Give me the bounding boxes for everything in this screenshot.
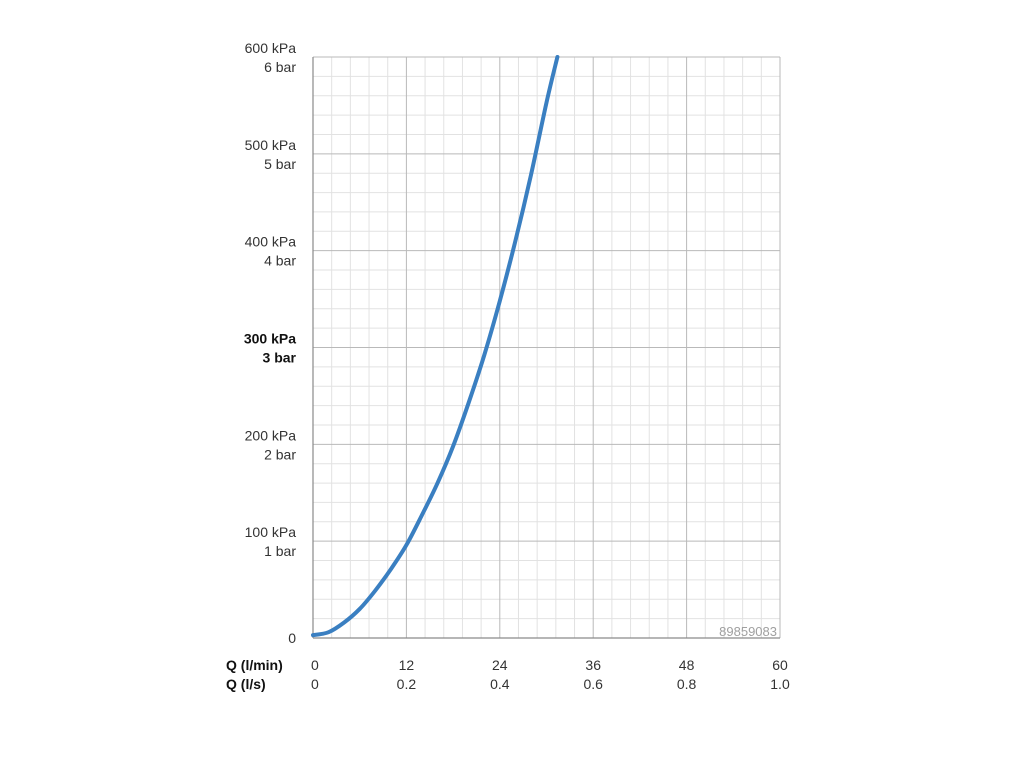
x-tick-label-lmin: 0 [311,657,319,673]
x-tick-label-ls: 0.4 [490,676,510,692]
y-tick-label-bar: 2 bar [264,446,296,462]
image-id-watermark: 89859083 [719,624,777,639]
axes [312,57,780,639]
x-tick-label-lmin: 24 [492,657,508,673]
y-tick-label-bar: 4 bar [264,253,296,269]
y-tick-label-kpa: 100 kPa [245,524,297,540]
x-axis-title-lmin: Q (l/min) [226,657,283,673]
x-tick-label-lmin: 36 [585,657,601,673]
x-axis-labels: 0 0 12 0.2 24 0.4 36 0.6 48 0.8 60 1.0 [311,657,790,692]
x-axis-title-ls: Q (l/s) [226,676,266,692]
series-curve-group [311,55,560,638]
y-tick-label-kpa: 600 kPa [245,40,297,56]
y-tick-label-kpa: 500 kPa [245,137,297,153]
y-tick-label-bar: 3 bar [263,350,297,366]
y-tick-label-kpa: 0 [288,630,296,646]
y-tick-label-bar: 6 bar [264,59,296,75]
x-tick-label-lmin: 12 [399,657,415,673]
x-tick-label-ls: 0.8 [677,676,697,692]
y-tick-label-bar: 5 bar [264,156,296,172]
x-tick-label-ls: 0.6 [583,676,603,692]
series-line-0 [311,55,560,638]
y-axis-labels: 0 100 kPa 1 bar 200 kPa 2 bar 300 kPa 3 bar 400… [244,40,297,646]
y-tick-label-kpa: 300 kPa [244,331,296,347]
x-tick-label-lmin: 48 [679,657,695,673]
x-tick-label-lmin: 60 [772,657,788,673]
x-tick-label-ls: 0 [311,676,319,692]
y-tick-label-bar: 1 bar [264,543,296,559]
x-tick-label-ls: 0.2 [397,676,417,692]
x-tick-label-ls: 1.0 [770,676,790,692]
y-tick-label-kpa: 200 kPa [245,427,297,443]
y-tick-label-kpa: 400 kPa [245,234,297,250]
